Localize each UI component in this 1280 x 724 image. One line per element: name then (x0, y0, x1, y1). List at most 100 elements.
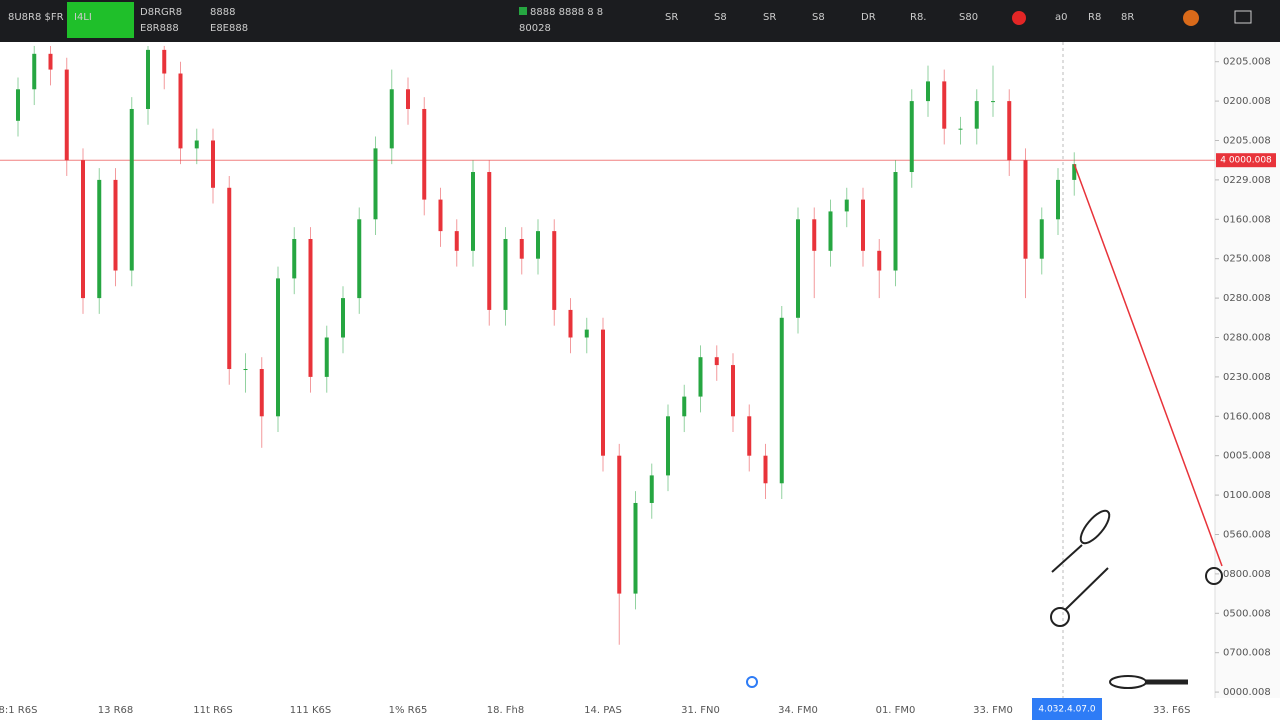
candle-body (779, 317, 784, 484)
candle-body (909, 101, 914, 173)
candle-body (357, 219, 362, 299)
candle-body (487, 172, 492, 310)
timeframe[interactable]: SR (763, 12, 776, 23)
timeframe[interactable]: SR (665, 12, 678, 23)
crosshair-tag (1032, 698, 1102, 720)
candle-body (324, 337, 329, 377)
spoon-handle (1064, 567, 1109, 611)
timeframe[interactable]: S8 (812, 12, 825, 23)
group-2-bottom[interactable]: E8E888 (210, 23, 248, 34)
candle-body (406, 89, 410, 109)
whisk-icon[interactable] (1076, 507, 1114, 548)
candle-body (552, 231, 557, 310)
y-tick-label: 0205.008 (1223, 135, 1271, 146)
crosshair-label: 4.032.4.07.0 (1038, 705, 1096, 715)
toolbar-bg (0, 0, 1280, 42)
y-tick-label: 0200.008 (1223, 96, 1271, 107)
y-tick-label: 0230.008 (1223, 372, 1271, 383)
y-tick-label: 0160.008 (1223, 411, 1271, 422)
candle-body (129, 108, 134, 271)
projection-line (1073, 163, 1223, 567)
menu-icon[interactable] (1234, 10, 1252, 24)
candle-body (601, 329, 605, 456)
candle-body (454, 231, 459, 251)
candle-body (942, 81, 947, 129)
tool[interactable]: 8R (1121, 12, 1134, 23)
x-tick-label: 33. FM0 (973, 705, 1013, 716)
y-tick-label: 0280.008 (1223, 293, 1271, 304)
y-tick-label: 0000.008 (1223, 687, 1271, 698)
x-tick-label: 34. FM0 (778, 705, 818, 716)
candle-body (373, 148, 378, 220)
candle-body (991, 101, 995, 103)
tool[interactable]: R8 (1088, 12, 1101, 23)
timeframe[interactable]: S8 (714, 12, 727, 23)
x-tick-label: 33. F6S (1153, 705, 1191, 716)
candle-body (422, 108, 427, 200)
candle-body (1056, 179, 1060, 220)
active-button-label[interactable]: I4LI (74, 12, 92, 23)
group-1-top[interactable]: D8RGR8 (140, 7, 182, 18)
candle-body (796, 219, 800, 318)
candle-body (666, 416, 670, 476)
candle-body (243, 369, 248, 371)
info-top: 8888 8888 8 8 (530, 7, 603, 18)
y-tick-label: 0800.008 (1223, 569, 1271, 580)
candle-body (958, 128, 963, 130)
candle-body (308, 238, 313, 377)
candle-body (877, 250, 882, 271)
candle-body (926, 81, 930, 102)
y-tick-label: 0205.008 (1223, 57, 1271, 68)
y-tick-label: 0160.008 (1223, 214, 1271, 225)
candle-body (438, 199, 443, 232)
candle-body (649, 475, 654, 503)
whisk-handle (1051, 544, 1083, 573)
candle-body (194, 140, 199, 149)
candle-body (276, 278, 280, 417)
settings-icon[interactable] (746, 676, 758, 688)
current-price-tag (1216, 153, 1276, 168)
info-bottom: 80028 (519, 23, 551, 34)
candle-body (48, 53, 53, 70)
tool[interactable]: a0 (1055, 12, 1068, 23)
active-button[interactable] (67, 2, 134, 38)
candle-body (389, 89, 394, 149)
candle-body (763, 455, 768, 484)
timeframe[interactable]: S80 (959, 12, 978, 23)
x-tick-label: 8:1 R6S (0, 705, 37, 716)
candle-body (1039, 219, 1044, 259)
candle-body (64, 69, 69, 161)
timeframe[interactable]: R8. (910, 12, 927, 23)
candle-body (1072, 164, 1077, 180)
candle-body (32, 53, 37, 90)
y-tick-label: 0005.008 (1223, 451, 1271, 462)
candle-body (698, 357, 703, 397)
group-2-top[interactable]: 8888 (210, 7, 235, 18)
candle-body (211, 140, 215, 188)
timeframe[interactable]: DR (861, 12, 876, 23)
y-tick-label: 0250.008 (1223, 254, 1271, 265)
symbol[interactable]: 8U8R8 $FR (8, 12, 64, 23)
candle-body (113, 179, 118, 271)
candle-body (568, 309, 573, 338)
candle-body (227, 187, 232, 370)
spoon-icon[interactable] (1050, 607, 1070, 627)
group-1-bottom[interactable]: E8R888 (140, 23, 179, 34)
candle-body (617, 455, 622, 594)
toolbar: 8U8R8 $FR I4LI D8RGR8 E8R888 8888 E8E888… (0, 0, 1280, 42)
candle-body (292, 238, 297, 279)
y-tick-label: 0560.008 (1223, 529, 1271, 540)
profile-icon[interactable] (1183, 10, 1199, 26)
current-price-label: 4 0000.008 (1220, 156, 1272, 166)
x-tick-label: 111 K6S (290, 705, 332, 716)
candle-body (471, 172, 475, 251)
candle-body (503, 238, 508, 310)
anchor-handle[interactable] (1205, 567, 1223, 585)
y-tick-label: 0500.008 (1223, 608, 1271, 619)
ladle-icon[interactable] (1109, 675, 1147, 689)
x-tick-label: 18. Fh8 (487, 705, 525, 716)
record-button[interactable] (1012, 11, 1026, 25)
candle-body (1023, 160, 1028, 259)
candle-body (893, 172, 898, 271)
